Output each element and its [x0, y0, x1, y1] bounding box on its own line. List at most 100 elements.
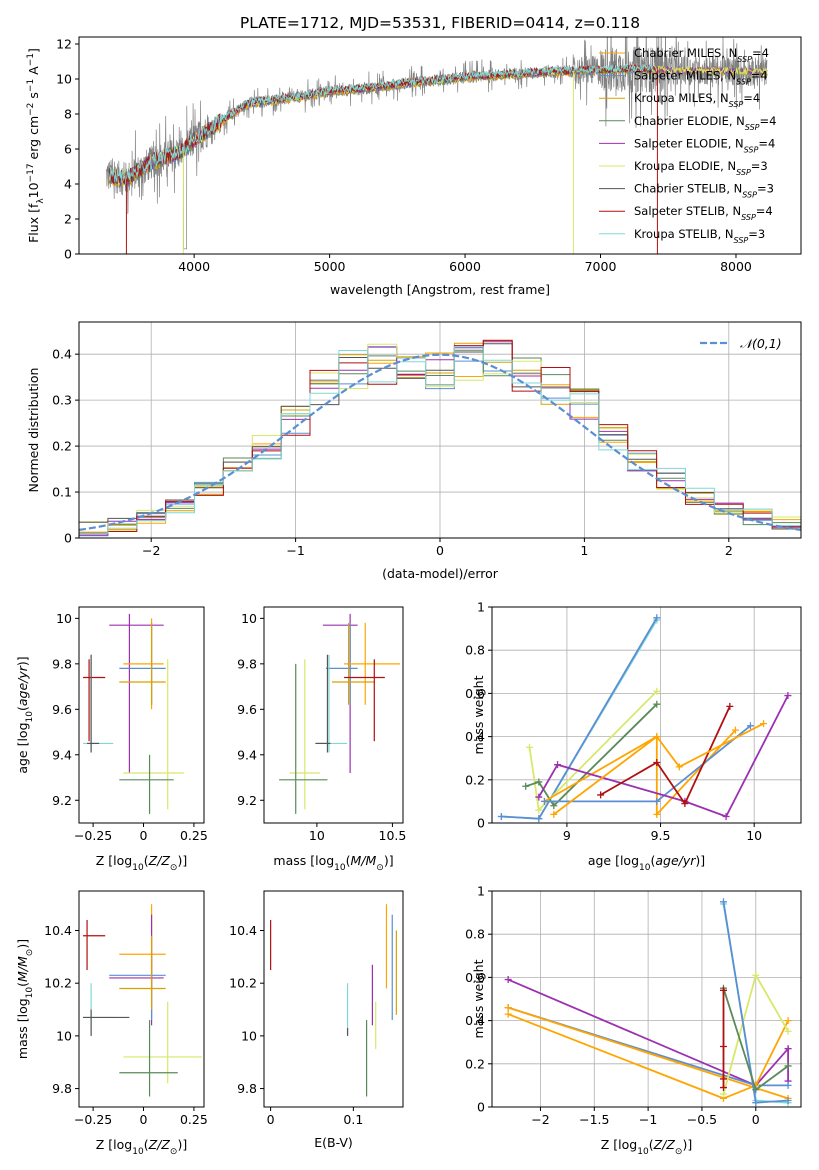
weight-point: [535, 806, 543, 814]
plot-area: [279, 613, 400, 814]
x-tick-label: 7000: [585, 259, 617, 274]
legend-label: Salpeter ELODIE, NSSP=4: [634, 136, 775, 154]
x-tick-label: 0: [140, 828, 148, 843]
weight-point: [784, 692, 792, 700]
legend-label: Salpeter MILES, NSSP=4: [634, 69, 768, 87]
axes-box: [78, 36, 802, 255]
x-axis-label: E(B-V): [314, 1135, 353, 1150]
x-axis-label: age [log10(age/yr)]: [588, 853, 705, 873]
y-tick-label: 8: [64, 107, 72, 122]
weight-point: [784, 1097, 792, 1105]
weight-point: [675, 763, 683, 771]
weight-series-chabrier_miles: [543, 729, 737, 817]
legend-label: 𝒩(0,1): [740, 336, 782, 351]
histogram-chabrier_stelib: [79, 343, 801, 530]
weight-point: [784, 1027, 792, 1035]
axes-frame: −0.25 0 0.25 9.8 10 10.2 10.4: [44, 890, 208, 1127]
weight-point: [550, 810, 558, 818]
x-tick-label: 10.5: [379, 828, 407, 843]
x-tick-label: 6000: [449, 259, 481, 274]
y-tick-label: 1: [477, 600, 485, 615]
weight-point: [554, 761, 562, 769]
weight-point: [719, 898, 727, 906]
y-tick-label: 0.2: [465, 1056, 485, 1071]
legend-label: Salpeter STELIB, NSSP=4: [634, 204, 773, 222]
weight-point: [653, 687, 661, 695]
weight-point: [550, 802, 558, 810]
weight-point: [752, 971, 760, 979]
x-tick-label: −0.25: [74, 1112, 112, 1127]
weight-point: [719, 1075, 727, 1083]
y-tick-label: 0: [477, 1100, 485, 1115]
axes-box: [78, 890, 205, 1108]
x-axis-label: wavelength [Angstrom, rest frame]: [330, 282, 550, 297]
weight-series-chabrier_miles: [553, 722, 764, 816]
weight-point: [731, 726, 739, 734]
axes-frame: 10 10.5 9.2 9.4 9.6 9.8 10: [237, 606, 407, 843]
y-tick-label: 9.8: [237, 656, 257, 671]
y-tick-label: 0.2: [52, 439, 72, 454]
y-tick-label: 0.6: [465, 970, 485, 985]
x-axis-label: mass [log10(M/M⊙)]: [273, 853, 393, 873]
y-axis-label: mass [log10(M/M⊙)]: [15, 939, 35, 1059]
model-spectrum-kroupa_stelib: [108, 63, 656, 186]
y-tick-label: 0: [477, 816, 485, 831]
y-tick-label: 0.3: [52, 393, 72, 408]
weight-point: [681, 800, 689, 808]
x-tick-label: 9: [563, 828, 571, 843]
histogram-kroupa_elodie: [79, 343, 801, 532]
axes-box: [78, 606, 205, 824]
plot-area: [83, 613, 184, 814]
panel-age_vs_Z: −0.25 0 0.25 9.2 9.4 9.6 9.8 10 Z [log10(Z/Z⊙)] a…: [15, 606, 208, 873]
x-tick-label: 0: [140, 1112, 148, 1127]
y-tick-label: 6: [64, 142, 72, 157]
weight-point: [719, 1090, 727, 1098]
x-tick-label: 1: [580, 543, 588, 558]
weight-point: [525, 743, 533, 751]
y-tick-label: 0.2: [465, 772, 485, 787]
y-tick-label: 0.4: [465, 1013, 485, 1028]
weight-point: [784, 1045, 792, 1053]
weight-point: [784, 1017, 792, 1025]
weight-point: [653, 700, 661, 708]
y-tick-label: 0.1: [52, 485, 72, 500]
y-tick-label: 9.2: [52, 793, 72, 808]
weight-series-salpeter_stelib: [600, 706, 731, 806]
plot-area: [497, 614, 792, 823]
y-axis-label: Normed distribution: [26, 368, 41, 493]
histogram-kroupa_miles: [79, 342, 801, 534]
histogram-chabrier_elodie: [79, 349, 801, 534]
y-tick-label: 10.4: [229, 923, 257, 938]
y-axis-label: Flux [fλ10−17 erg cm−2 s−1 A−1]: [26, 48, 46, 243]
weight-point: [522, 782, 530, 790]
panel-mass_vs_ebv: 0 0.1 9.8 10 10.2 10.4 E(B-V): [229, 890, 404, 1150]
x-axis-label: Z [log10(Z/Z⊙)]: [96, 1137, 187, 1157]
weight-point: [726, 702, 734, 710]
weight-series-chabrier_miles: [507, 1006, 789, 1100]
x-tick-label: −2: [531, 1112, 549, 1127]
plot-area: [79, 339, 801, 537]
y-tick-label: 9.4: [52, 747, 72, 762]
y-tick-label: 0: [64, 531, 72, 546]
y-tick-label: 10.2: [44, 976, 72, 991]
plot-area: [504, 898, 792, 1107]
x-axis-label: (data-model)/error: [382, 566, 499, 581]
weight-point: [653, 614, 661, 622]
weight-point: [535, 793, 543, 801]
y-tick-label: 12: [56, 37, 72, 52]
x-tick-label: 2: [725, 543, 733, 558]
axes-frame: −2 −1.5 −1 −0.5 0 0 0.2 0.4 0.6 0.8 1: [465, 884, 802, 1127]
weight-point: [504, 976, 512, 984]
axes-frame: 9 9.5 10 0 0.2 0.4 0.6 0.8 1: [465, 600, 802, 843]
weight-point: [653, 810, 661, 818]
legend-label: Chabrier ELODIE, NSSP=4: [634, 114, 776, 132]
weight-point: [784, 1062, 792, 1070]
y-tick-label: 9.8: [52, 1081, 72, 1096]
axes-frame: −0.25 0 0.25 9.2 9.4 9.6 9.8 10: [52, 606, 208, 843]
figure-title: PLATE=1712, MJD=53531, FIBERID=0414, z=0…: [240, 14, 640, 32]
x-tick-label: −0.5: [687, 1112, 717, 1127]
x-tick-label: 0.1: [343, 1112, 363, 1127]
weight-series-chabrier_elodie: [525, 703, 658, 808]
y-tick-label: 9.6: [237, 702, 257, 717]
plot-area: [270, 904, 397, 1097]
